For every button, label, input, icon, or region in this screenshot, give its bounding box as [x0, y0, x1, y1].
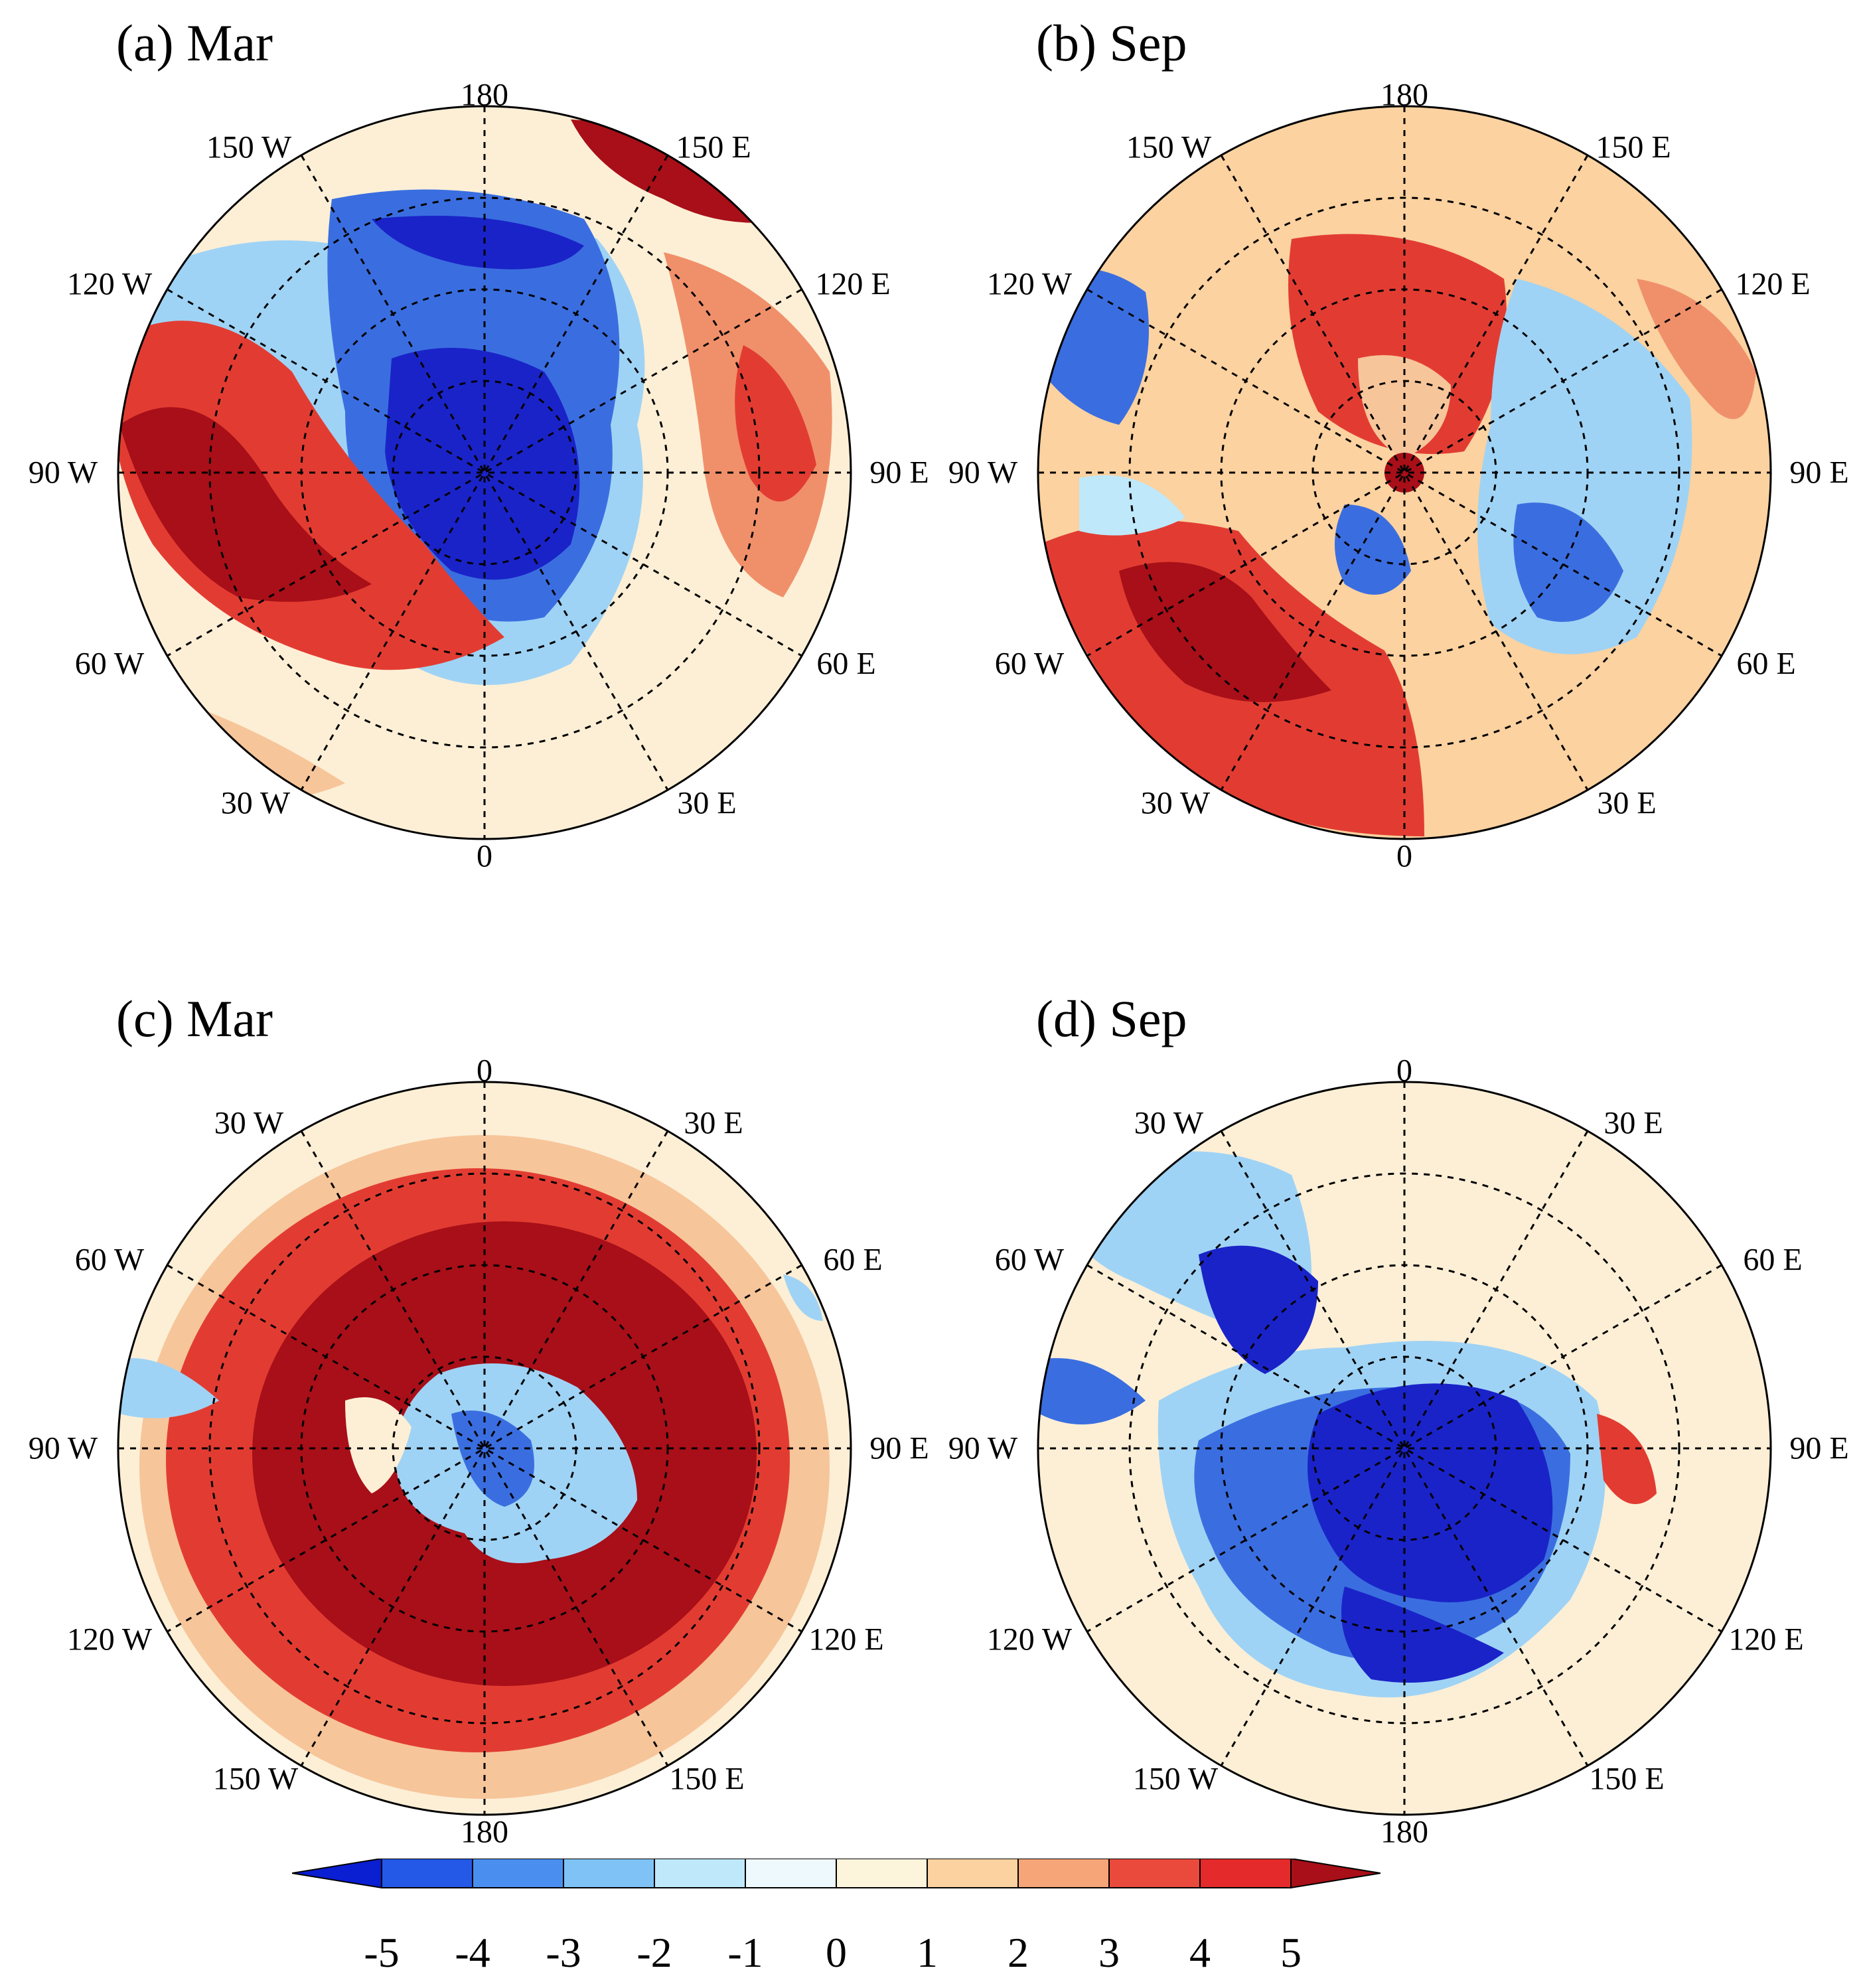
lon-label: 30 E	[1604, 1105, 1663, 1141]
lon-label: 0	[1396, 838, 1412, 874]
lon-label: 150 W	[212, 1761, 299, 1797]
colorbar-bin	[836, 1859, 928, 1888]
lon-label: 150 E	[676, 129, 751, 165]
lon-label: 30 E	[677, 785, 737, 821]
lon-label: 30 E	[684, 1105, 743, 1141]
lon-label: 150 W	[206, 129, 292, 165]
lon-label: 180	[461, 77, 508, 113]
colorbar-tick-label: -5	[364, 1929, 400, 1976]
panel-title: (c) Mar	[116, 990, 273, 1047]
lon-label: 120 E	[1728, 1622, 1804, 1657]
colorbar-tick-label: -2	[636, 1929, 672, 1976]
lon-label: 60 W	[994, 646, 1065, 682]
colorbar-tick-label: 0	[826, 1929, 847, 1976]
panel-title: (a) Mar	[116, 14, 273, 72]
lon-label: 30 E	[1597, 785, 1657, 821]
lon-label: 30 W	[1134, 1105, 1204, 1141]
lon-label: 0	[1396, 1053, 1412, 1089]
lon-label: 60 W	[994, 1242, 1065, 1278]
colorbar-tick-label: 2	[1008, 1929, 1029, 1976]
polar-map-a	[117, 105, 852, 840]
lon-label: 120 W	[66, 266, 153, 302]
panel-c: (c) Mar 0 180 90 W 90 E 30 W 60 W 30 E 6…	[0, 976, 933, 1951]
lon-label: 90 W	[948, 455, 1018, 491]
lon-label: 120 E	[815, 266, 891, 302]
lon-label: 60 W	[74, 1242, 145, 1278]
lon-label: 90 W	[948, 1430, 1018, 1466]
lon-label: 90 E	[1789, 455, 1849, 491]
colorbar-bin	[745, 1859, 837, 1888]
colorbar-extend-max	[1290, 1859, 1381, 1889]
lon-label: 150 W	[1132, 1761, 1219, 1797]
colorbar-bin	[654, 1859, 746, 1888]
lon-label: 150 E	[669, 1761, 745, 1797]
lon-label: 60 E	[1736, 646, 1796, 682]
lon-label: 60 E	[1743, 1242, 1803, 1278]
colorbar-tick-label: 1	[917, 1929, 938, 1976]
lon-label: 180	[461, 1814, 508, 1850]
lon-label: 150 W	[1126, 129, 1212, 165]
colorbar-tick-label: -1	[727, 1929, 763, 1976]
lon-label: 150 E	[1596, 129, 1671, 165]
colorbar	[292, 1859, 1381, 1889]
colorbar-bin	[1017, 1859, 1110, 1888]
lon-label: 180	[1381, 1814, 1428, 1850]
lon-label: 90 E	[869, 455, 929, 491]
colorbar-extend-min	[292, 1859, 382, 1889]
lon-label: 90 E	[1789, 1430, 1849, 1466]
colorbar-tick-label: 5	[1280, 1929, 1302, 1976]
lon-label: 120 W	[66, 1622, 153, 1657]
panel-a: (a) Mar 180 0 90 W 90 E 150 W 120 W 150 …	[0, 0, 933, 976]
lon-label: 30 W	[214, 1105, 284, 1141]
colorbar-bin	[381, 1859, 473, 1888]
lon-label: 180	[1381, 77, 1428, 113]
colorbar-bin	[1199, 1859, 1292, 1888]
lon-label: 120 W	[986, 1622, 1073, 1657]
lon-label: 60 E	[816, 646, 876, 682]
panel-title: (d) Sep	[1036, 990, 1187, 1047]
lon-label: 30 W	[220, 785, 291, 821]
panel-title: (b) Sep	[1036, 14, 1187, 72]
lon-label: 0	[477, 838, 492, 874]
colorbar-bin	[927, 1859, 1019, 1888]
lon-label: 90 W	[28, 455, 98, 491]
polar-map-c	[117, 1081, 852, 1816]
lon-label: 120 W	[986, 266, 1073, 302]
colorbar-bin	[1108, 1859, 1201, 1888]
panel-b: (b) Sep 180 0 90 W 90 E 150 W 120 W 150 …	[920, 0, 1853, 976]
lon-label: 150 E	[1589, 1761, 1665, 1797]
colorbar-tick-label: -3	[546, 1929, 581, 1976]
lon-label: 30 W	[1140, 785, 1211, 821]
panel-d: (d) Sep 0 180 90 W 90 E 30 W 60 W 30 E 6…	[920, 976, 1853, 1951]
lon-label: 90 W	[28, 1430, 98, 1466]
polar-map-b	[1037, 105, 1772, 840]
lon-label: 0	[477, 1053, 492, 1089]
lon-label: 120 E	[1735, 266, 1811, 302]
colorbar-bin	[472, 1859, 564, 1888]
polar-map-d	[1037, 1081, 1772, 1816]
lon-label: 60 W	[74, 646, 145, 682]
lon-label: 90 E	[869, 1430, 929, 1466]
colorbar-bin	[563, 1859, 655, 1888]
colorbar-tick-label: 4	[1189, 1929, 1211, 1976]
colorbar-tick-label: 3	[1098, 1929, 1120, 1976]
lon-label: 60 E	[823, 1242, 883, 1278]
colorbar-tick-label: -4	[455, 1929, 490, 1976]
lon-label: 120 E	[808, 1622, 884, 1657]
